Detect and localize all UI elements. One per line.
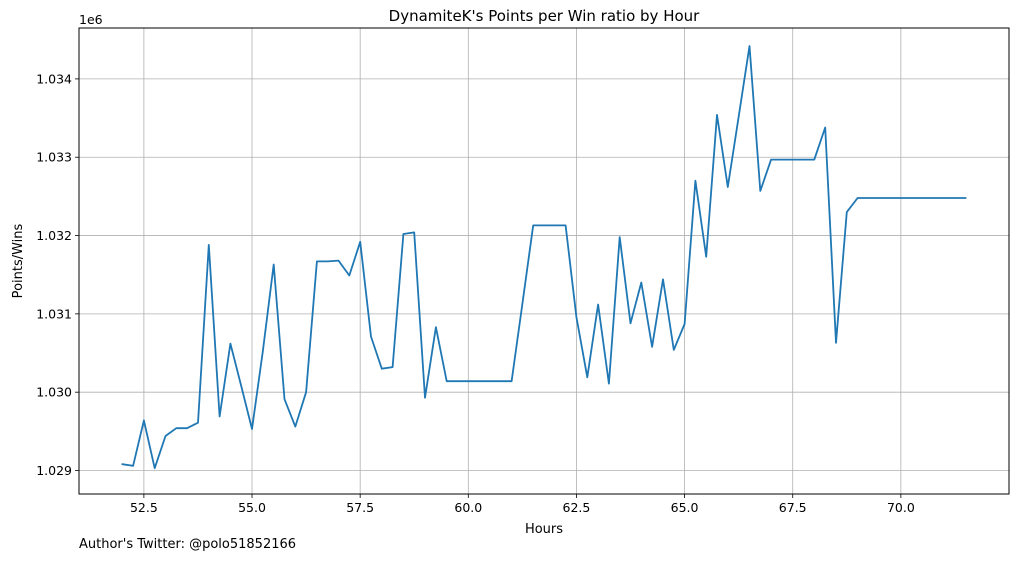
x-tick-label: 60.0 xyxy=(454,500,482,515)
y-tick-label: 1.032 xyxy=(36,228,72,243)
y-tick-label: 1.031 xyxy=(36,306,72,321)
x-tick-label: 67.5 xyxy=(779,500,807,515)
y-axis-label: Points/Wins xyxy=(11,223,26,298)
ticks: 52.5 55.0 57.5 60.0 62.5 65.0 67.5 70.0 1.029 1.0… xyxy=(36,71,915,515)
x-tick-label: 55.0 xyxy=(238,500,266,515)
x-tick-label: 70.0 xyxy=(887,500,915,515)
grid xyxy=(79,28,1009,494)
x-tick-label: 62.5 xyxy=(563,500,591,515)
y-tick-label: 1.029 xyxy=(36,463,72,478)
y-axis-offset-label: 1e6 xyxy=(79,12,103,27)
x-tick-label: 57.5 xyxy=(346,500,374,515)
plot-frame xyxy=(78,27,1010,495)
series-line xyxy=(121,45,967,470)
y-tick-label: 1.033 xyxy=(36,150,72,165)
y-tick-label: 1.034 xyxy=(36,71,72,86)
x-tick-label: 52.5 xyxy=(130,500,158,515)
y-tick-label: 1.030 xyxy=(36,385,72,400)
x-tick-label: 65.0 xyxy=(671,500,699,515)
chart-title: DynamiteK's Points per Win ratio by Hour xyxy=(389,7,700,25)
plot-data xyxy=(121,45,967,470)
x-axis-label: Hours xyxy=(525,522,563,537)
author-credit: Author's Twitter: @polo51852166 xyxy=(79,537,297,552)
